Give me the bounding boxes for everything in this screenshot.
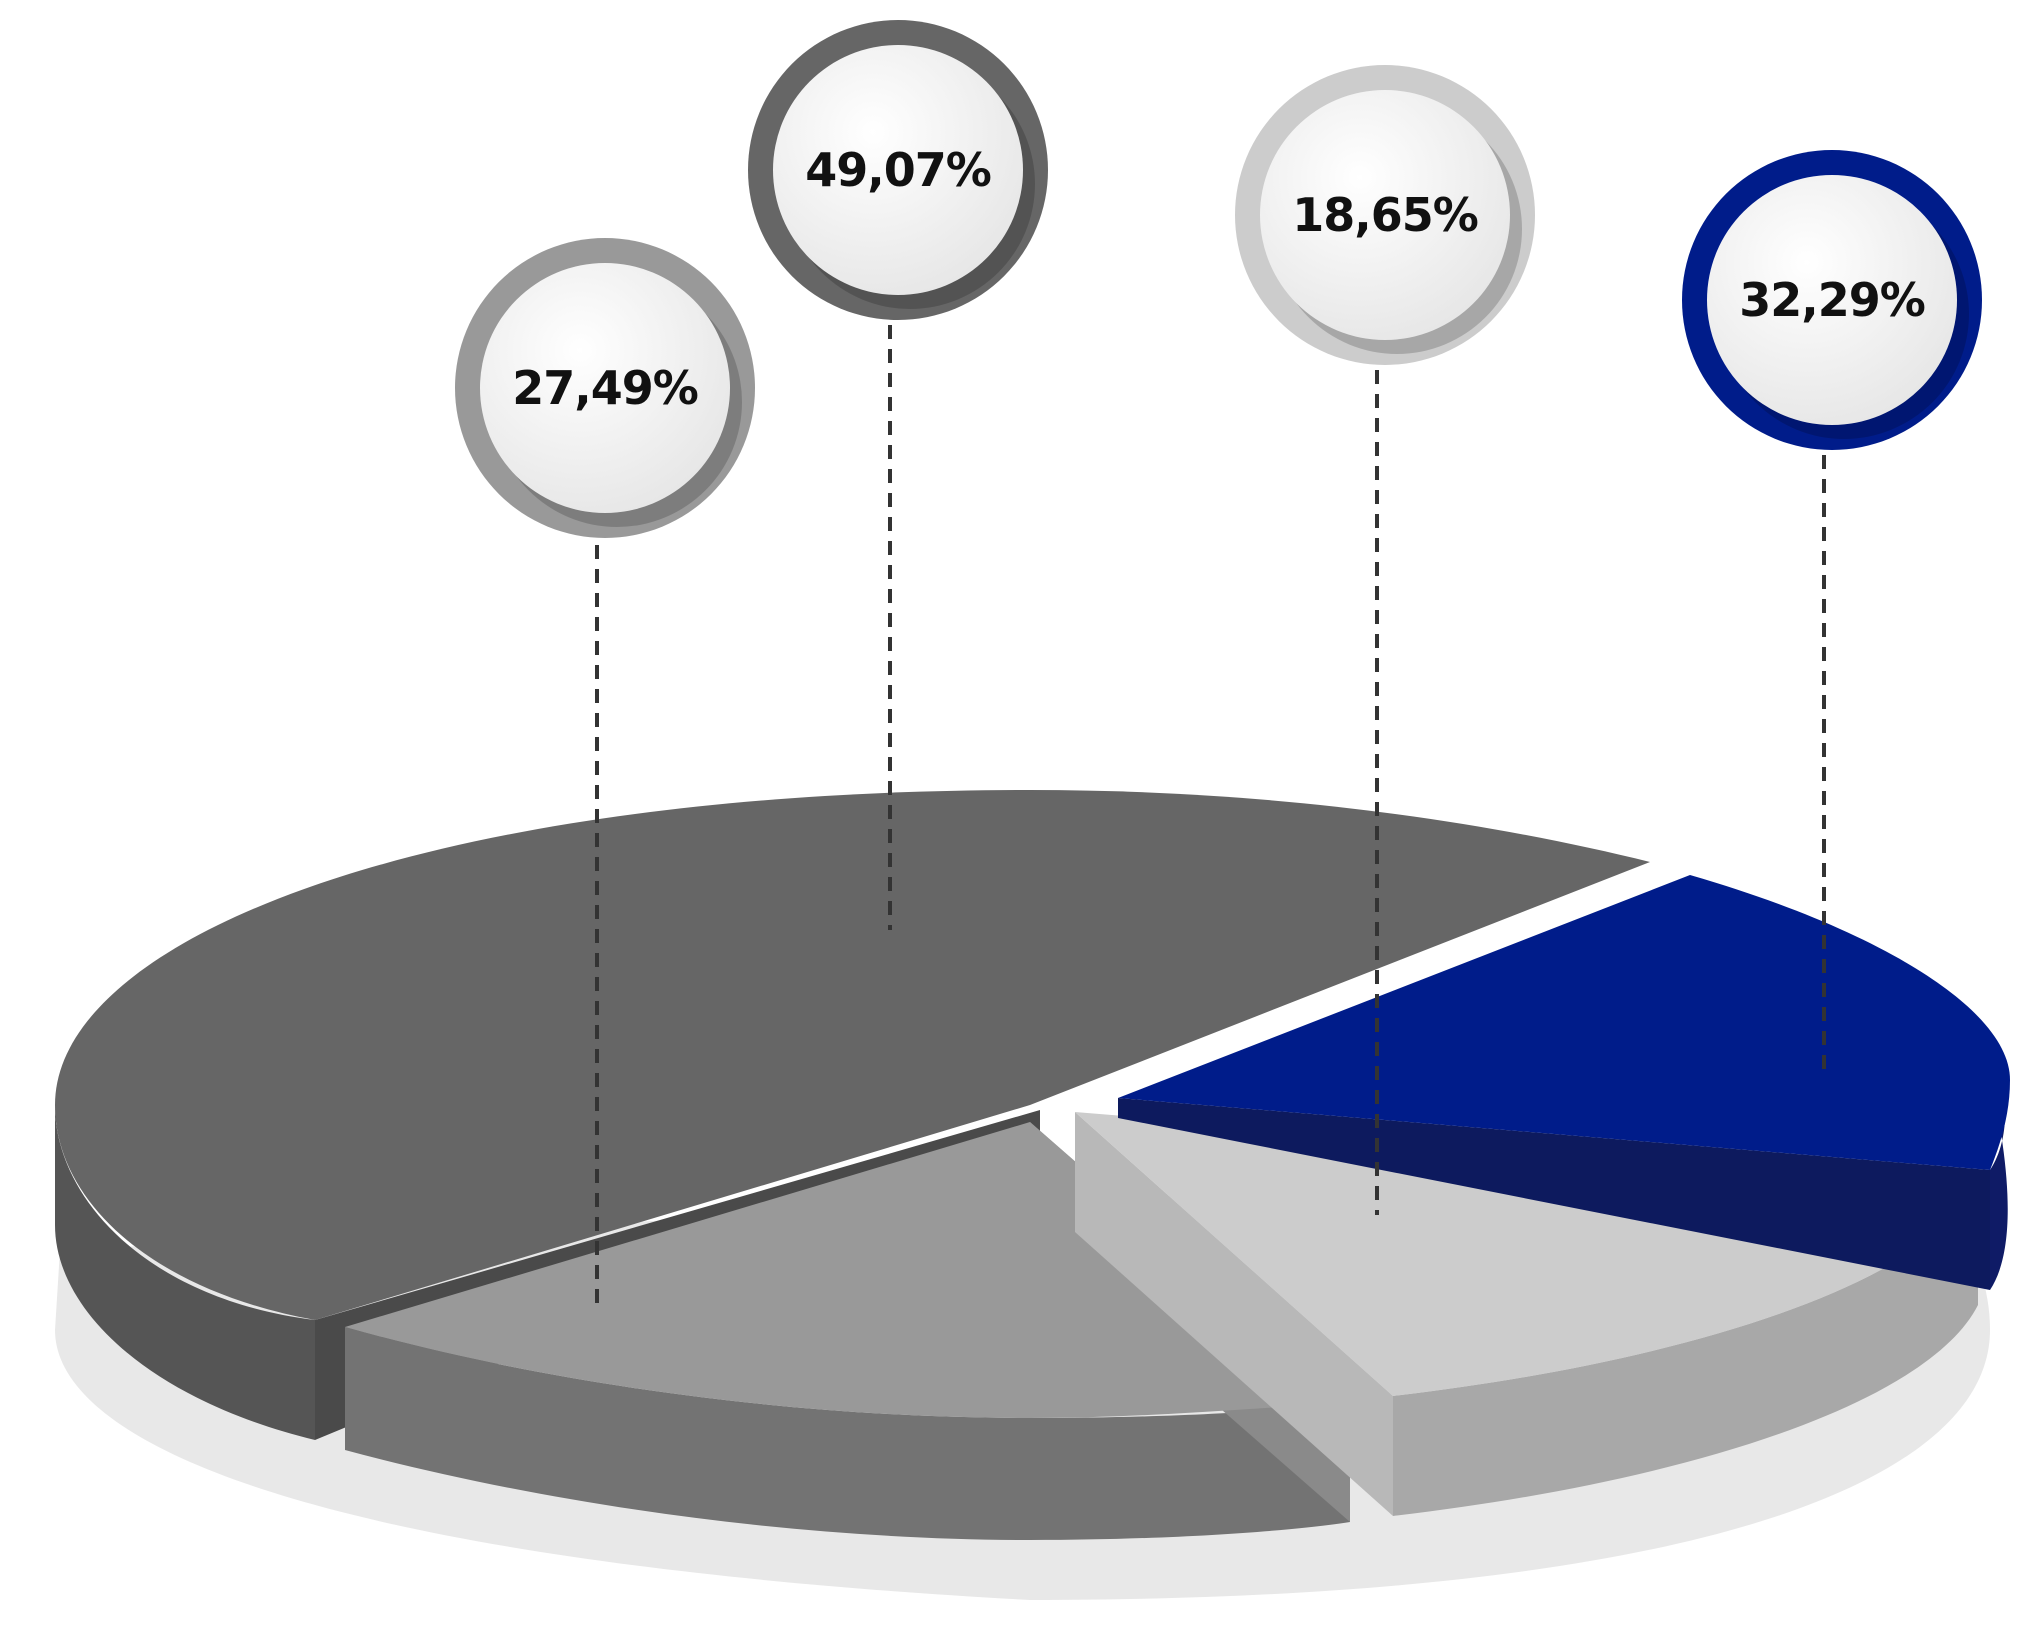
data-label-3: 32,29% — [1739, 273, 1925, 327]
data-label-2: 18,65% — [1292, 188, 1478, 242]
pie-slice-0-side — [55, 1105, 315, 1440]
pie-slice-3-side — [1118, 1098, 1990, 1290]
callout-1: 27,49% — [455, 238, 755, 538]
pie-slice-2-side — [1393, 1185, 1978, 1516]
callout-2: 18,65% — [1235, 65, 1535, 365]
callout-3: 32,29% — [1682, 150, 1982, 450]
callout-disc-3 — [1707, 175, 1957, 425]
callout-disc-1 — [480, 263, 730, 513]
pie-slice-3-top — [1118, 875, 2010, 1170]
pie-slice-1-side — [345, 1327, 1350, 1540]
pie-slice-2-side — [1075, 1112, 1393, 1516]
pie-slice-3 — [1118, 875, 2010, 1290]
data-label-0: 49,07% — [805, 143, 991, 197]
callout-0: 49,07% — [748, 20, 1048, 320]
pie-slice-0-top — [55, 790, 1650, 1320]
callout-disc-0 — [773, 45, 1023, 295]
data-label-1: 27,49% — [512, 361, 698, 415]
callout-disc-2 — [1260, 90, 1510, 340]
